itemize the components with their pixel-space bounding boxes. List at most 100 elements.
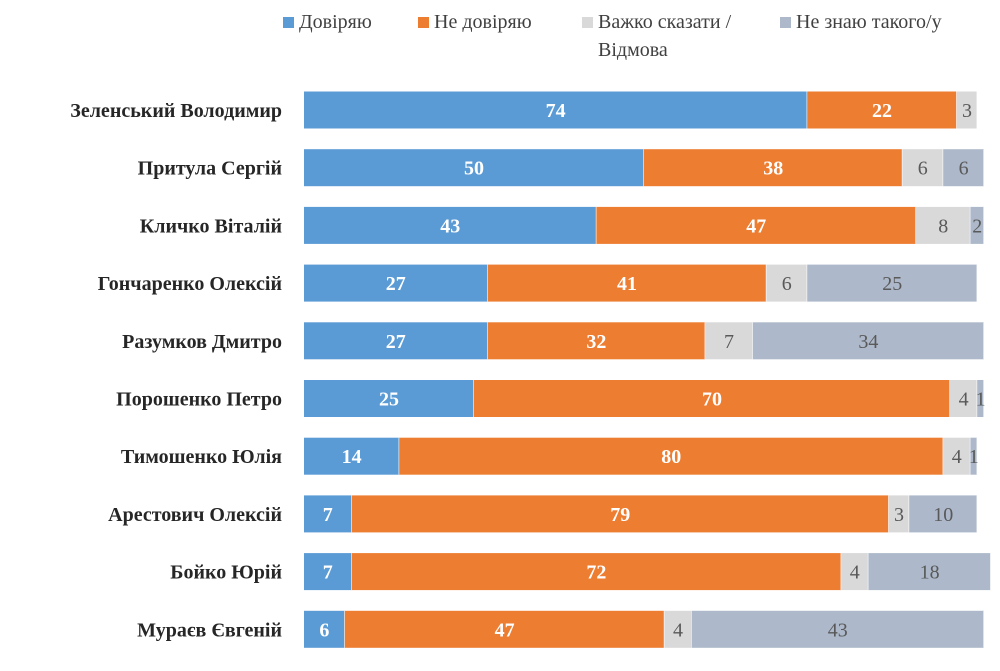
bar-segment bbox=[691, 610, 984, 648]
legend: Довіряю Не довіряю Важко сказати / Відмо… bbox=[0, 8, 1000, 78]
data-label: 32 bbox=[586, 331, 606, 353]
data-label: 47 bbox=[746, 215, 766, 237]
data-label: 6 bbox=[319, 619, 329, 641]
category-label: Притула Сергій bbox=[138, 158, 282, 180]
bar-segment bbox=[950, 380, 978, 417]
data-label: 18 bbox=[920, 562, 940, 584]
category-label: Разумков Дмитро bbox=[122, 331, 282, 353]
data-label: 4 bbox=[850, 562, 860, 584]
legend-swatch bbox=[582, 17, 593, 28]
legend-item-hard-to-say: Важко сказати / Відмова bbox=[582, 8, 772, 64]
bar-segment bbox=[943, 149, 984, 187]
data-label: 6 bbox=[959, 158, 969, 180]
data-label: 47 bbox=[495, 619, 515, 641]
data-label: 6 bbox=[782, 273, 792, 295]
bar-segment bbox=[807, 264, 978, 302]
data-label: 1 bbox=[976, 389, 986, 411]
data-label: 22 bbox=[872, 100, 892, 122]
category-label: Порошенко Петро bbox=[116, 389, 282, 411]
bar-segment bbox=[304, 610, 345, 648]
legend-label: Не довіряю bbox=[434, 11, 532, 33]
data-label: 41 bbox=[617, 273, 637, 295]
bar-segment bbox=[705, 322, 753, 360]
bar-segment bbox=[902, 149, 944, 187]
bar-segment bbox=[807, 91, 957, 129]
bar-segment bbox=[970, 437, 978, 475]
data-label: 70 bbox=[702, 389, 722, 411]
bar-segment bbox=[304, 322, 488, 360]
data-label: 1 bbox=[969, 446, 979, 468]
category-label: Кличко Віталій bbox=[140, 215, 282, 237]
data-label: 3 bbox=[962, 100, 972, 122]
data-label: 34 bbox=[858, 331, 878, 353]
bar-segment bbox=[351, 553, 842, 591]
bar-segment bbox=[943, 437, 971, 475]
bar-segment bbox=[399, 437, 944, 475]
bar-segment bbox=[888, 495, 910, 533]
bar-segment bbox=[474, 380, 950, 417]
bar-segment bbox=[487, 322, 706, 360]
data-label: 72 bbox=[586, 562, 606, 584]
legend-swatch bbox=[418, 17, 429, 28]
bar-segment bbox=[664, 610, 692, 648]
data-label: 4 bbox=[952, 446, 962, 468]
data-label: 25 bbox=[882, 273, 902, 295]
category-label: Тимошенко Юлія bbox=[121, 446, 282, 468]
legend-swatch bbox=[780, 17, 791, 28]
data-label: 7 bbox=[724, 331, 734, 353]
data-label: 79 bbox=[610, 504, 630, 526]
data-label: 27 bbox=[386, 273, 406, 295]
bar-segment bbox=[304, 553, 352, 591]
bar-segment bbox=[304, 264, 488, 302]
legend-label: Важко сказати / Відмова bbox=[598, 11, 732, 61]
legend-item-trust: Довіряю bbox=[283, 8, 372, 36]
bar-segment bbox=[304, 149, 644, 187]
bar-segment bbox=[596, 206, 916, 244]
data-label: 38 bbox=[763, 158, 783, 180]
bar-segment bbox=[351, 495, 889, 533]
legend-label: Довіряю bbox=[299, 11, 372, 33]
bar-segment bbox=[752, 322, 984, 360]
data-label: 25 bbox=[379, 389, 399, 411]
data-label: 50 bbox=[464, 158, 484, 180]
bar-segment bbox=[841, 553, 869, 591]
data-label: 4 bbox=[959, 389, 969, 411]
bar-segment bbox=[304, 495, 352, 533]
bar-segment bbox=[304, 380, 474, 417]
bar-segment bbox=[304, 91, 808, 129]
bar-segment bbox=[487, 264, 767, 302]
bar-segment bbox=[644, 149, 903, 187]
bar-segment bbox=[970, 206, 984, 244]
data-label: 43 bbox=[828, 619, 848, 641]
data-label: 7 bbox=[323, 562, 333, 584]
bar-segment bbox=[344, 610, 665, 648]
data-label: 2 bbox=[972, 215, 982, 237]
legend-swatch bbox=[283, 17, 294, 28]
bar-segment bbox=[909, 495, 978, 533]
data-label: 8 bbox=[938, 215, 948, 237]
category-label: Бойко Юрій bbox=[170, 562, 282, 584]
bar-segment bbox=[868, 553, 991, 591]
category-label: Мураєв Євгеній bbox=[137, 619, 282, 641]
legend-label: Не знаю такого/у bbox=[796, 11, 942, 33]
data-label: 6 bbox=[918, 158, 928, 180]
category-label: Арестович Олексій bbox=[108, 504, 282, 526]
data-label: 3 bbox=[894, 504, 904, 526]
data-label: 27 bbox=[386, 331, 406, 353]
legend-item-dont-know: Не знаю такого/у bbox=[780, 8, 942, 36]
bar-segment bbox=[304, 437, 400, 475]
data-label: 43 bbox=[440, 215, 460, 237]
data-label: 4 bbox=[673, 619, 683, 641]
data-label: 7 bbox=[323, 504, 333, 526]
data-label: 14 bbox=[342, 446, 362, 468]
category-label: Зеленський Володимир bbox=[70, 100, 282, 122]
data-label: 80 bbox=[661, 446, 681, 468]
bar-segment bbox=[977, 380, 984, 417]
category-label: Гончаренко Олексій bbox=[98, 273, 282, 295]
data-label: 10 bbox=[933, 504, 953, 526]
bar-segment bbox=[766, 264, 808, 302]
legend-item-distrust: Не довіряю bbox=[418, 8, 532, 36]
bar-segment bbox=[956, 91, 978, 129]
bar-segment bbox=[916, 206, 971, 244]
